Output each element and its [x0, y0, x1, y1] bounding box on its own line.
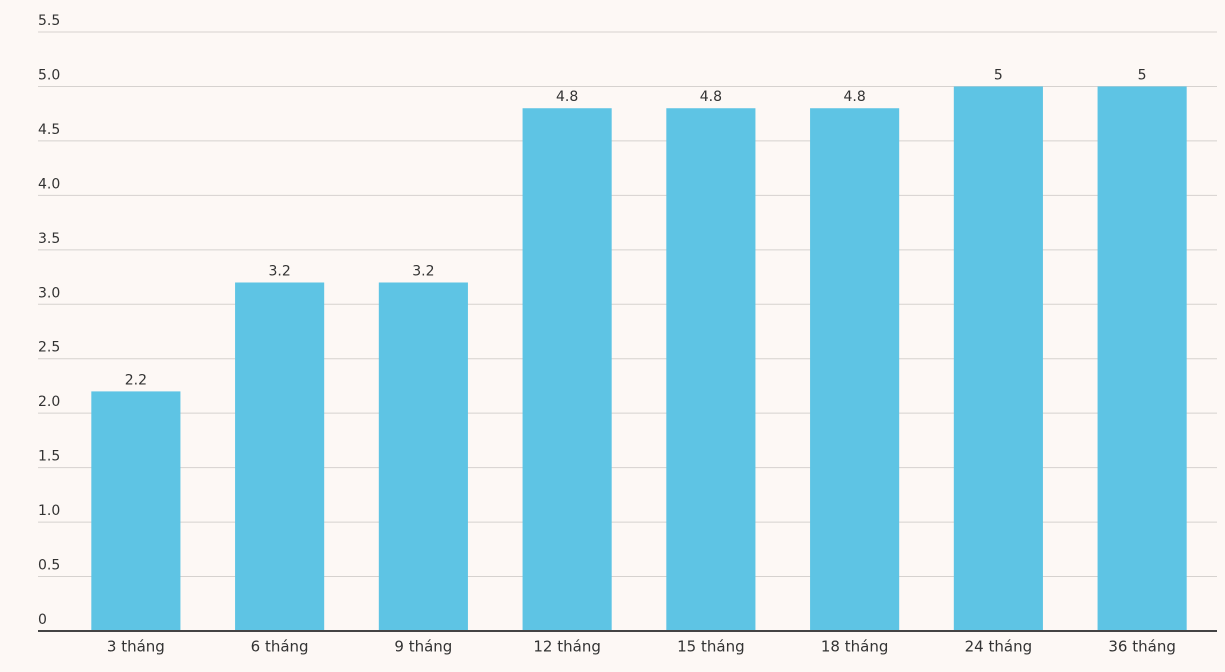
y-tick-label: 4.0 — [38, 176, 60, 192]
y-tick-label: 0.5 — [38, 558, 60, 574]
y-tick-label: 5.0 — [38, 67, 60, 83]
y-tick-label: 2.5 — [38, 340, 60, 356]
x-tick-label: 24 tháng — [965, 638, 1032, 656]
y-tick-label: 1.0 — [38, 503, 60, 519]
x-tick-label: 6 tháng — [251, 638, 309, 656]
bar — [810, 108, 900, 631]
x-tick-label: 18 tháng — [821, 638, 888, 656]
x-tick-label: 3 tháng — [107, 638, 165, 656]
y-tick-label: 5.5 — [38, 13, 60, 29]
value-label: 5 — [1138, 67, 1147, 83]
y-tick-label: 3.5 — [38, 231, 60, 247]
value-label: 4.8 — [556, 89, 578, 105]
y-tick-label: 2.0 — [38, 394, 60, 410]
x-tick-label: 36 tháng — [1108, 638, 1175, 656]
value-label: 4.8 — [700, 89, 722, 105]
bar — [378, 282, 468, 631]
bar — [91, 391, 181, 631]
y-tick-label: 0 — [38, 612, 47, 628]
value-label: 2.2 — [125, 372, 147, 388]
value-label: 3.2 — [268, 263, 290, 279]
y-tick-label: 4.5 — [38, 122, 60, 138]
bar — [235, 282, 325, 631]
bar — [666, 108, 756, 631]
bar — [953, 86, 1043, 632]
bar — [1097, 86, 1187, 632]
x-tick-label: 12 tháng — [533, 638, 600, 656]
value-label: 4.8 — [843, 89, 865, 105]
y-tick-label: 1.5 — [38, 449, 60, 465]
value-label: 5 — [994, 67, 1003, 83]
bar — [522, 108, 612, 631]
y-tick-label: 3.0 — [38, 285, 60, 301]
x-tick-label: 9 tháng — [394, 638, 452, 656]
x-tick-label: 15 tháng — [677, 638, 744, 656]
value-label: 3.2 — [412, 263, 434, 279]
